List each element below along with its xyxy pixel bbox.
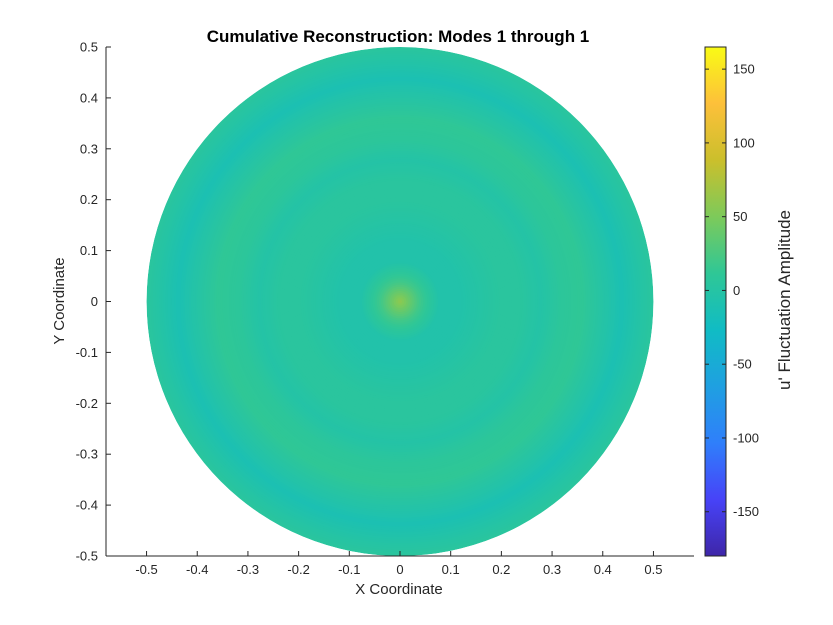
heatmap-ring (397, 299, 403, 304)
colorbar-tick-label: 150 (733, 62, 755, 77)
y-tick-label: 0 (91, 294, 98, 309)
colorbar-tick-label: -100 (733, 430, 759, 445)
y-tick-label: 0.4 (80, 90, 98, 105)
x-tick-label: -0.3 (237, 562, 259, 577)
x-tick-label: 0.3 (543, 562, 561, 577)
colorbar-tick-label: 100 (733, 135, 755, 150)
y-tick-label: -0.1 (76, 345, 98, 360)
colorbar-tick-label: -50 (733, 357, 752, 372)
x-tick-label: 0.1 (442, 562, 460, 577)
x-tick-label: 0.5 (644, 562, 662, 577)
x-tick-label: -0.2 (287, 562, 309, 577)
x-tick-label: -0.5 (135, 562, 157, 577)
y-axis-label: Y Coordinate (51, 257, 68, 344)
x-tick-label: -0.1 (338, 562, 360, 577)
y-tick-label: -0.4 (76, 498, 98, 513)
y-tick-label: 0.5 (80, 40, 98, 55)
x-tick-label: -0.4 (186, 562, 208, 577)
colorbar-tick-label: -150 (733, 504, 759, 519)
x-axis-label: X Coordinate (355, 581, 443, 598)
colorbar-tick-label: 0 (733, 283, 740, 298)
y-tick-label: 0.3 (80, 141, 98, 156)
y-tick-label: 0.2 (80, 192, 98, 207)
colorbar-gradient (704, 46, 727, 557)
y-axis-ticks: 0.5 0.4 0.3 0.2 0.1 0 -0.1 -0.2 -0.3 -0.4 -0.5 (76, 40, 111, 564)
colorbar: 150 100 50 0 -50 -100 -150 (704, 46, 759, 557)
x-tick-label: 0.2 (492, 562, 510, 577)
x-tick-label: 0.4 (594, 562, 612, 577)
heatmap-disk (146, 47, 654, 556)
colorbar-label: u' Fluctuation Amplitude (775, 210, 794, 390)
colorbar-tick-label: 50 (733, 209, 747, 224)
y-tick-label: -0.3 (76, 447, 98, 462)
x-tick-label: 0 (396, 562, 403, 577)
y-tick-label: 0.1 (80, 243, 98, 258)
x-axis-ticks: -0.5 -0.4 -0.3 -0.2 -0.1 0 0.1 0.2 0.3 0.4 0.5 (135, 551, 662, 577)
y-tick-label: -0.2 (76, 396, 98, 411)
chart-title: Cumulative Reconstruction: Modes 1 throu… (207, 27, 590, 46)
y-tick-label: -0.5 (76, 549, 98, 564)
